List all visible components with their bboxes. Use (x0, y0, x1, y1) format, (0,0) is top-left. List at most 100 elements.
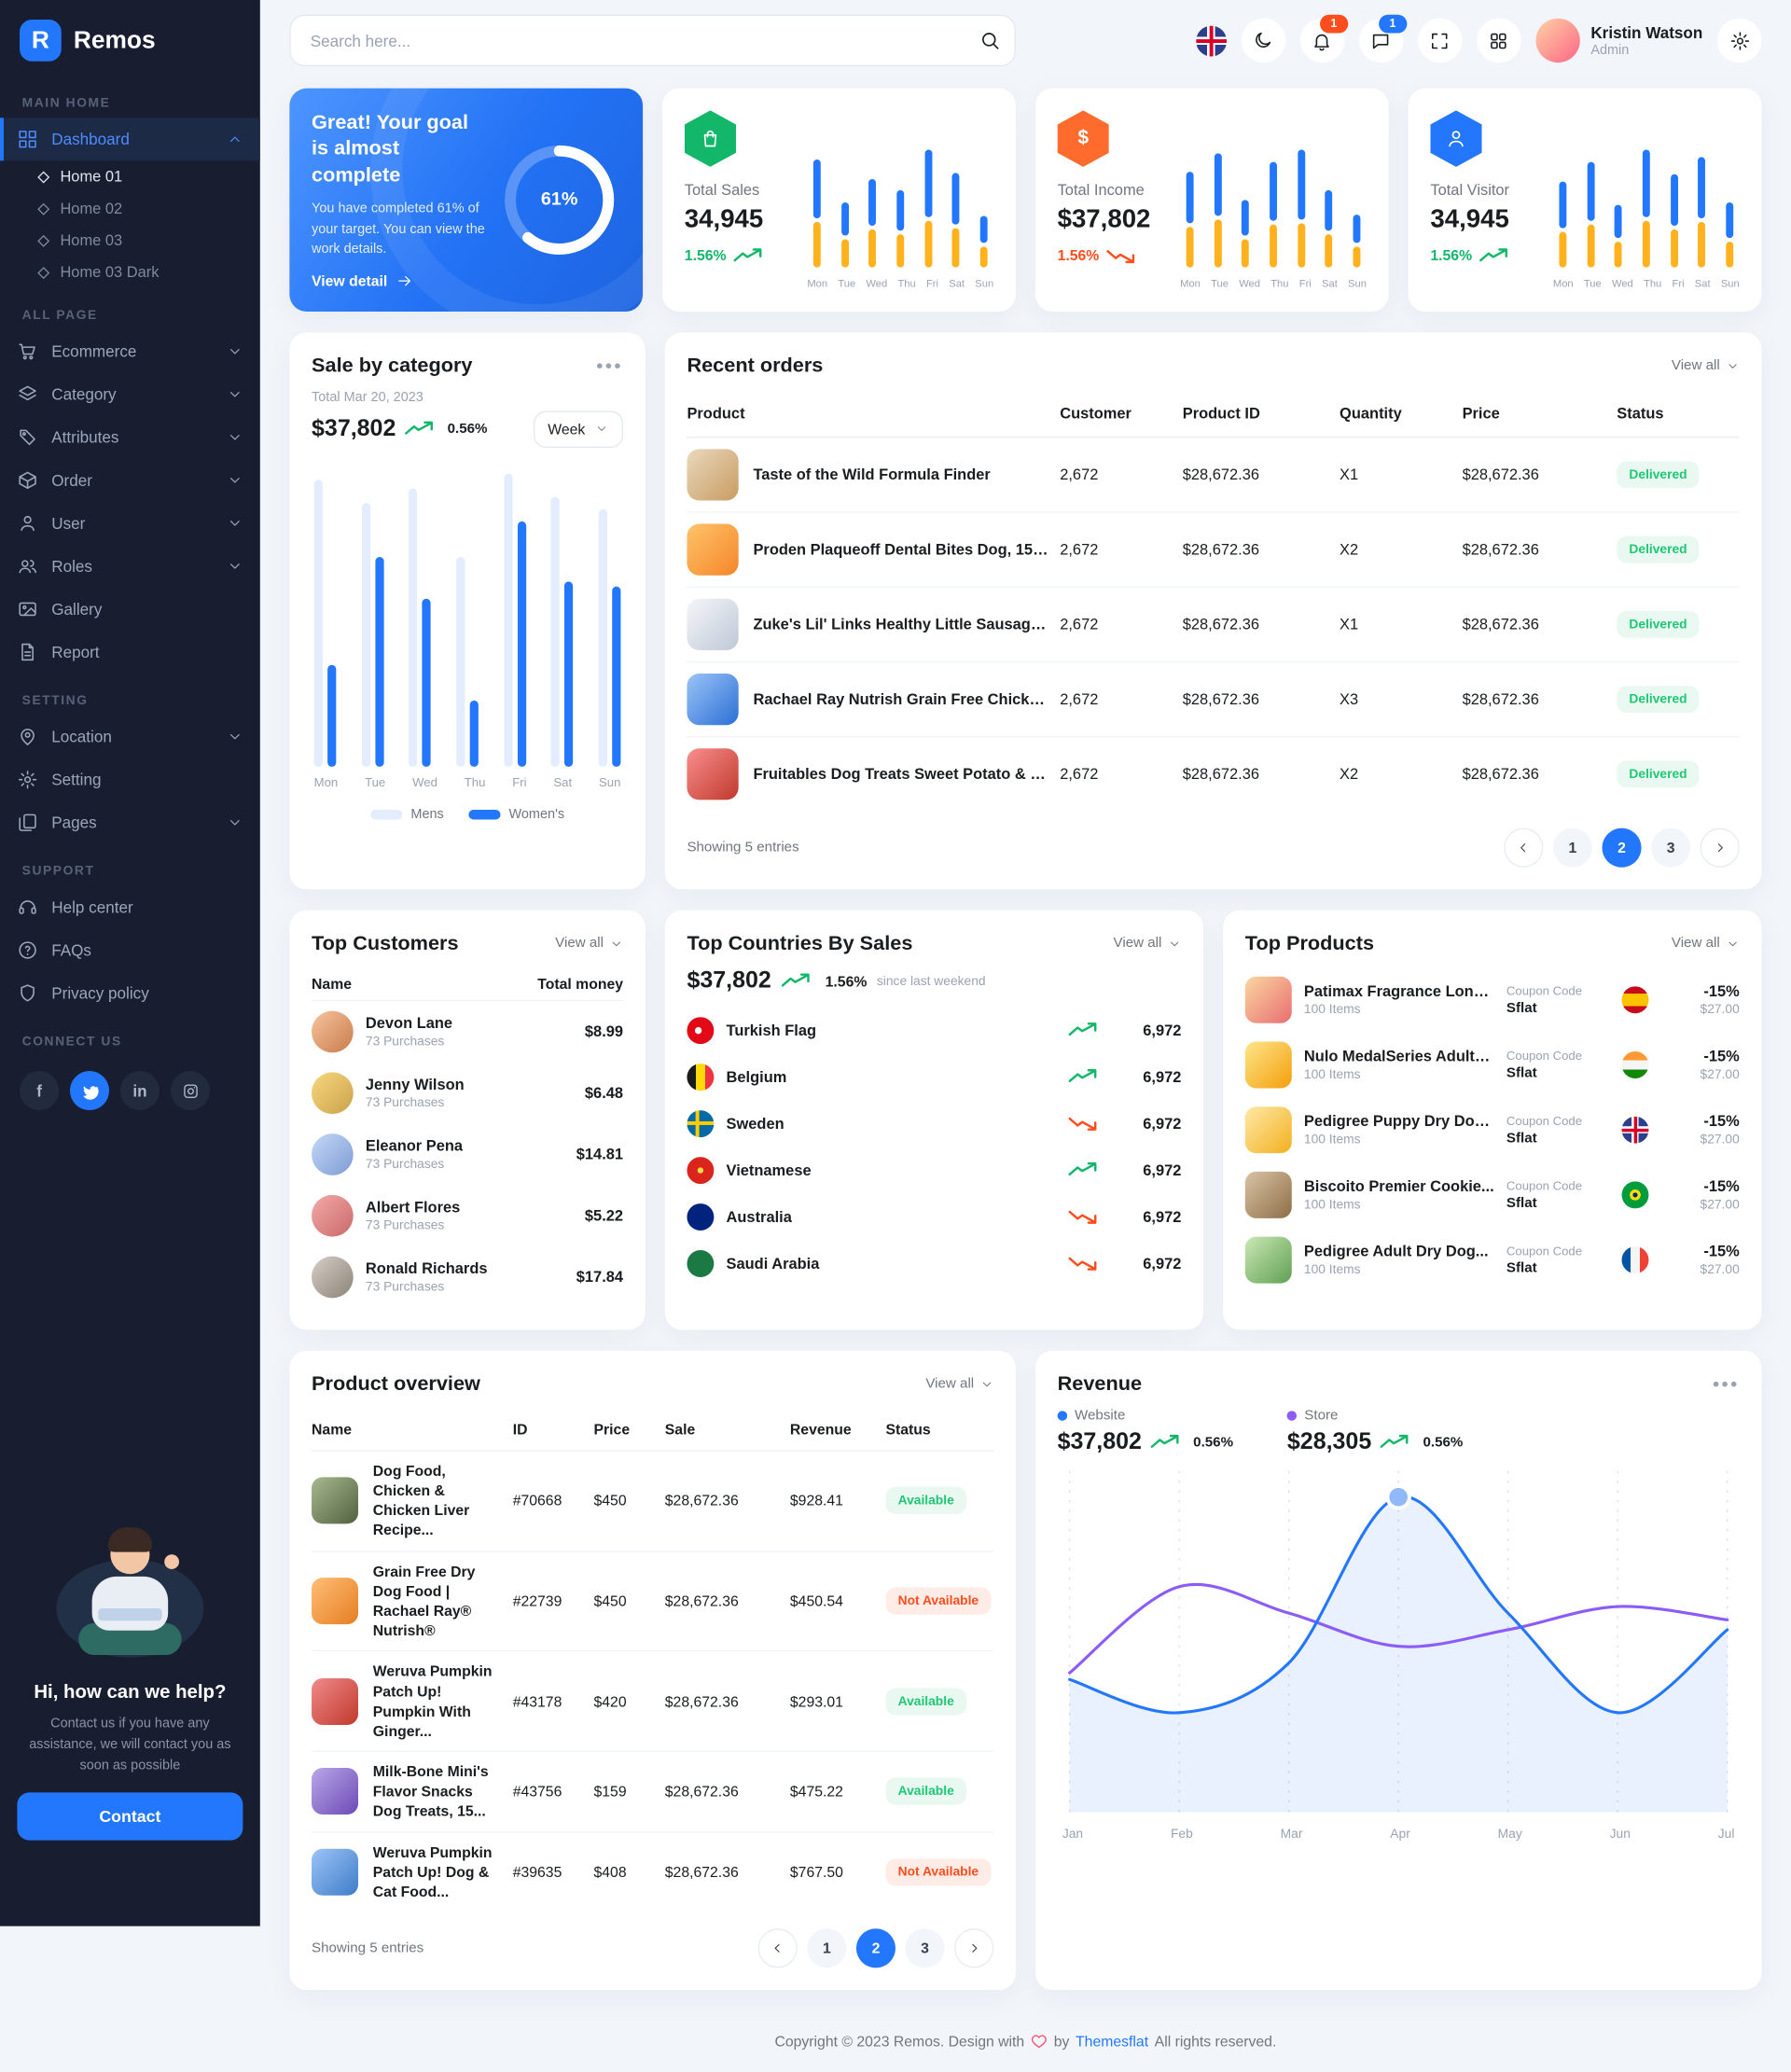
sidebar-subitem-home-01[interactable]: Home 01 (0, 160, 260, 192)
linkedin-icon[interactable]: in (119, 1071, 160, 1111)
headset-icon (19, 900, 36, 914)
view-all-link[interactable]: View all (925, 1377, 993, 1392)
help-title: Hi, how can we help? (34, 1681, 227, 1703)
table-row[interactable]: Milk-Bone Mini's Flavor Snacks Dog Treat… (312, 1752, 994, 1833)
table-row[interactable]: Weruva Pumpkin Patch Up! Pumpkin With Gi… (312, 1651, 994, 1753)
sidebar-subitem-home-03[interactable]: Home 03 (0, 225, 260, 257)
list-item[interactable]: Pedigree Puppy Dry Dog... 100 Items Coupo… (1244, 1098, 1740, 1163)
sidebar-item-dashboard[interactable]: Dashboard (0, 118, 260, 161)
total-sales-card: Total Sales 34,945 1.56% Mon Tue Wed Thu Fri… (662, 88, 1016, 312)
sidebar-item-location[interactable]: Location (0, 716, 260, 758)
sidebar-item-report[interactable]: Report (0, 631, 260, 674)
list-item[interactable]: Eleanor Pena 73 Purchases $14.81 (312, 1123, 623, 1185)
view-detail-link[interactable]: View detail (312, 272, 488, 289)
list-item[interactable]: Patimax Fragrance Long... 100 Items Coupo… (1244, 967, 1740, 1033)
top-countries-card: Top Countries By Sales View all $37,802 … (664, 910, 1204, 1330)
list-item[interactable]: Saudi Arabia 6,972 (687, 1240, 1181, 1286)
more-options-button[interactable]: ••• (596, 355, 624, 377)
table-row[interactable]: Dog Food, Chicken & Chicken Liver Recipe… (312, 1451, 994, 1551)
contact-button[interactable]: Contact (17, 1792, 243, 1841)
themesflat-link[interactable]: Themesflat (1076, 2033, 1149, 2051)
user-role: Admin (1590, 42, 1630, 58)
table-row[interactable]: Grain Free Dry Dog Food | Rachael Ray® N… (312, 1551, 994, 1652)
sidebar-subitem-home-03-dark[interactable]: Home 03 Dark (0, 257, 260, 288)
chevron-up-icon (229, 136, 240, 143)
bullet-icon (37, 234, 50, 247)
dark-mode-toggle[interactable] (1241, 18, 1285, 63)
prev-page-button[interactable] (1504, 827, 1544, 868)
table-row[interactable]: Taste of the Wild Formula Finder 2,672 $2… (687, 438, 1740, 513)
page-button[interactable]: 1 (1552, 827, 1592, 868)
sidebar-item-category[interactable]: Category (0, 373, 260, 416)
page-button[interactable]: 2 (855, 1928, 896, 1968)
sidebar: R Remos MAIN HOME Dashboard Home 01 Home… (0, 0, 260, 1926)
settings-button[interactable] (1717, 18, 1762, 63)
page-button[interactable]: 3 (1651, 827, 1691, 868)
instagram-icon[interactable] (170, 1071, 210, 1111)
help-card: Hi, how can we help? Contact us if you h… (17, 1518, 243, 1841)
list-item[interactable]: Australia 6,972 (687, 1193, 1181, 1240)
range-select[interactable]: Week (533, 410, 624, 448)
list-item[interactable]: Turkish Flag 6,972 (687, 1007, 1181, 1053)
sidebar-item-setting[interactable]: Setting (0, 758, 260, 801)
product-image (1244, 1172, 1292, 1219)
brand-logo[interactable]: R (20, 20, 62, 62)
next-page-button[interactable] (954, 1928, 994, 1968)
list-item[interactable]: Belgium 6,972 (687, 1053, 1181, 1100)
list-item[interactable]: Nulo MedalSeries Adult Cat...100 Items C… (1244, 1033, 1740, 1098)
view-all-link[interactable]: View all (1114, 937, 1182, 952)
apps-button[interactable] (1477, 18, 1521, 63)
more-options-button[interactable]: ••• (1713, 1373, 1740, 1395)
trend-up-icon (404, 422, 433, 436)
page-button[interactable]: 2 (1602, 827, 1642, 868)
fullscreen-button[interactable] (1417, 18, 1463, 63)
view-all-link[interactable]: View all (1672, 358, 1740, 373)
language-flag-icon[interactable] (1195, 24, 1227, 56)
sidebar-item-faqs[interactable]: FAQs (0, 929, 260, 972)
facebook-icon[interactable]: f (20, 1071, 60, 1111)
sidebar-item-order[interactable]: Order (0, 459, 260, 502)
notifications-button[interactable]: 1 (1299, 14, 1348, 63)
table-row[interactable]: Rachael Ray Nutrish Grain Free Chicken D… (687, 662, 1740, 738)
search-input[interactable] (289, 14, 1016, 67)
prev-page-button[interactable] (757, 1928, 798, 1968)
view-all-link[interactable]: View all (555, 937, 623, 952)
list-item[interactable]: Albert Flores 73 Purchases $5.22 (312, 1185, 623, 1246)
table-row[interactable]: Fruitables Dog Treats Sweet Potato & Pec… (687, 737, 1739, 811)
view-all-link[interactable]: View all (1672, 937, 1740, 952)
sale-by-category-card: Sale by category ••• Total Mar 20, 2023 … (289, 332, 646, 890)
list-item[interactable]: Biscoito Premier Cookie... 100 Items Coup… (1244, 1162, 1740, 1228)
search-icon[interactable] (969, 20, 1011, 62)
table-row[interactable]: Proden Plaqueoff Dental Bites Dog, 150 G… (687, 512, 1740, 588)
sidebar-item-attributes[interactable]: Attributes (0, 416, 260, 459)
page-button[interactable]: 1 (807, 1928, 847, 1968)
list-item[interactable]: Devon Lane 73 Purchases $8.99 (312, 1001, 623, 1063)
list-item[interactable]: Pedigree Adult Dry Dog... 100 Items Coupo… (1244, 1228, 1740, 1293)
sidebar-item-help-center[interactable]: Help center (0, 885, 260, 928)
sidebar-item-ecommerce[interactable]: Ecommerce (0, 330, 260, 373)
visitor-mini-chart: Mon Tue Wed Thu Fri Sat Sun (1553, 110, 1740, 289)
trend-down-icon (1068, 1258, 1097, 1272)
list-item[interactable]: Ronald Richards 73 Purchases $17.84 (312, 1246, 623, 1308)
sidebar-item-roles[interactable]: Roles (0, 545, 260, 588)
sidebar-item-pages[interactable]: Pages (0, 801, 260, 844)
sidebar-item-gallery[interactable]: Gallery (0, 588, 260, 631)
table-row[interactable]: Zuke's Lil' Links Healthy Little Sausage… (687, 588, 1740, 662)
sidebar-item-privacy-policy[interactable]: Privacy policy (0, 972, 260, 1015)
list-item[interactable]: Sweden 6,972 (687, 1100, 1181, 1147)
sidebar-subitem-home-02[interactable]: Home 02 (0, 192, 260, 224)
table-row[interactable]: Weruva Pumpkin Patch Up! Dog & Cat Food.… (312, 1832, 993, 1912)
arrow-right-icon (397, 275, 410, 286)
sidebar-item-user[interactable]: User (0, 502, 260, 545)
twitter-icon[interactable] (69, 1071, 110, 1111)
messages-button[interactable]: 1 (1358, 14, 1408, 63)
brand-logo-letter: R (31, 26, 49, 54)
next-page-button[interactable] (1700, 827, 1740, 868)
page-button[interactable]: 3 (905, 1928, 945, 1968)
list-item[interactable]: Jenny Wilson 73 Purchases $6.48 (312, 1063, 623, 1124)
saudi-arabia-flag-icon (687, 1249, 715, 1277)
list-item[interactable]: Vietnamese 6,972 (687, 1147, 1181, 1193)
product-image (687, 673, 739, 725)
product-image (312, 1477, 359, 1524)
user-menu[interactable]: Kristin Watson Admin (1535, 18, 1702, 63)
